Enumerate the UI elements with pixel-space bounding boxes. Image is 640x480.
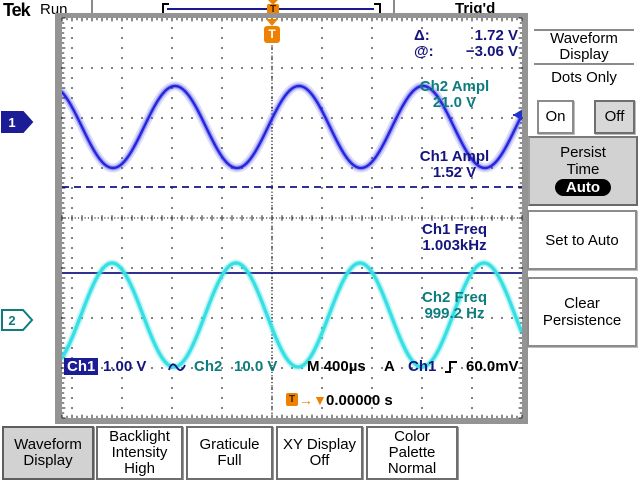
cursor-at-value: −3.06 V: [465, 43, 518, 60]
bottom-menu-xy-display[interactable]: XY Display Off: [276, 426, 363, 480]
header-separator: [91, 0, 93, 14]
menu-rule: [534, 29, 634, 31]
trigger-position-icon[interactable]: [266, 19, 278, 26]
ch2-scale-value: 10.0 V: [234, 358, 278, 375]
bottom-menu-backlight-intensity[interactable]: Backlight Intensity High: [96, 426, 183, 480]
persist-label: Time: [566, 161, 600, 178]
persist-time-button[interactable]: Persist Time Auto: [528, 136, 638, 206]
svg-text:2: 2: [8, 313, 15, 328]
persist-label: Persist: [560, 144, 606, 161]
set-to-auto-button[interactable]: Set to Auto: [527, 210, 637, 270]
ch2-amplitude-readout: Ch2 Ampl 21.0 V: [419, 78, 490, 111]
ch2-scale-label: Ch2: [194, 358, 223, 375]
ch1-amplitude-readout: Ch1 Ampl 1.52 V: [419, 148, 490, 181]
ch2-frequency-readout: Ch2 Freq 999.2 Hz: [421, 289, 487, 322]
clear-persistence-button[interactable]: Clear Persistence: [527, 277, 637, 347]
ch2-position-marker[interactable]: 2: [1, 309, 34, 331]
svg-text:1: 1: [8, 115, 15, 130]
dots-only-label: Dots Only: [551, 69, 617, 86]
timebase-readout: M 400µs: [307, 358, 366, 375]
ac-coupling-icon: [168, 363, 186, 372]
trigger-position-icon[interactable]: T: [264, 26, 280, 43]
rising-edge-icon: [445, 361, 457, 373]
delay-arrow-icon: →▼: [299, 392, 327, 408]
acquisition-letter: A: [384, 358, 395, 375]
header-separator: [393, 0, 395, 14]
bottom-menu-color-palette[interactable]: Color Palette Normal: [366, 426, 458, 480]
tek-logo: Tek: [3, 0, 31, 20]
trigger-source: Ch1: [408, 358, 437, 375]
bottom-menu-waveform-display[interactable]: Waveform Display: [2, 426, 94, 480]
menu-rule: [534, 63, 634, 65]
trigger-level-readout: 60.0mV: [466, 358, 519, 375]
ch1-scale-value: 1.00 V: [103, 358, 147, 375]
ch1-position-marker[interactable]: 1: [1, 111, 34, 133]
cursor-delta-readout: Δ: 1.72 V: [414, 27, 518, 44]
cursor-delta-value: 1.72 V: [474, 27, 518, 44]
cursor-at-readout: @: −3.06 V: [414, 43, 518, 60]
record-view-trigger-icon[interactable]: [268, 0, 278, 5]
cursor-at-label: @:: [414, 43, 434, 60]
trigger-status: Trig'd: [455, 0, 496, 17]
delay-trigger-icon: T: [286, 393, 298, 406]
delay-time-value: 0.00000 s: [326, 392, 393, 409]
dots-only-off-button[interactable]: Off: [594, 100, 635, 134]
side-menu-title: Waveform Display: [550, 30, 618, 63]
persist-value-pill: Auto: [554, 179, 612, 196]
ch1-scale-badge: Ch1: [64, 358, 99, 375]
cursor-delta-label: Δ:: [414, 27, 430, 44]
dots-only-on-button[interactable]: On: [537, 100, 574, 134]
ch1-frequency-readout: Ch1 Freq 1.003kHz: [421, 221, 487, 254]
bottom-menu-graticule[interactable]: Graticule Full: [186, 426, 273, 480]
